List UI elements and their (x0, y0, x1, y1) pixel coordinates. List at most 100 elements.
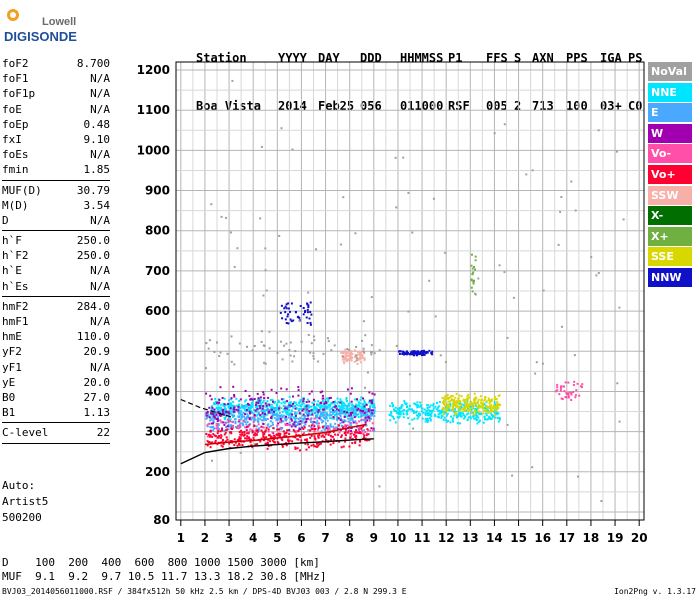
echo-point (273, 410, 275, 413)
echo-point (388, 413, 391, 416)
echo-point (391, 402, 394, 405)
echo-point (223, 411, 226, 414)
echo-point (246, 425, 249, 428)
echo-point (411, 408, 413, 411)
param-name: foEp (2, 117, 29, 131)
echo-point (223, 433, 226, 436)
echo-point (597, 129, 600, 132)
echo-point (303, 432, 306, 435)
echo-point (362, 413, 365, 416)
echo-point (307, 429, 310, 432)
echo-point (219, 414, 222, 417)
echo-point (254, 443, 257, 446)
echo-point (313, 408, 316, 411)
echo-point (257, 397, 260, 400)
y-tick-label: 700 (145, 264, 170, 278)
echo-point (478, 411, 481, 413)
echo-point (311, 413, 314, 416)
echo-point (214, 411, 217, 414)
echo-point (251, 416, 254, 419)
param-row: fmin 1.85 (2, 162, 110, 177)
echo-point (232, 415, 235, 418)
echo-point (325, 416, 328, 419)
echo-point (561, 398, 564, 400)
echo-point (474, 408, 477, 410)
echo-point (276, 407, 279, 410)
echo-point (370, 399, 373, 402)
echo-point (353, 414, 355, 417)
echo-point (397, 416, 400, 419)
echo-point (312, 357, 315, 360)
echo-point (267, 430, 270, 433)
echo-point (364, 413, 367, 416)
echo-point (418, 413, 421, 416)
echo-point (276, 425, 279, 428)
echo-point (371, 403, 373, 406)
echo-point (463, 401, 466, 404)
echo-point (355, 346, 358, 348)
echo-point (417, 350, 419, 353)
echo-point (415, 350, 418, 353)
echo-point (272, 414, 274, 417)
echo-point (463, 417, 466, 420)
echo-point (213, 427, 216, 430)
echo-point (313, 445, 316, 448)
echo-point (303, 417, 306, 420)
echo-point (284, 417, 286, 420)
dashed-guide-curve (180, 398, 235, 419)
echo-point (572, 384, 575, 386)
echo-point (221, 421, 224, 424)
echo-point (289, 318, 292, 321)
echo-point (347, 350, 350, 353)
echo-point (325, 427, 328, 430)
echo-point (456, 422, 459, 425)
echo-point (357, 427, 360, 430)
echo-point (464, 408, 467, 411)
echo-point (567, 396, 570, 399)
echo-point (229, 231, 232, 234)
param-value: N/A (90, 213, 110, 227)
echo-point (348, 353, 351, 355)
echo-point (235, 397, 238, 400)
echo-point (310, 342, 313, 345)
echo-point (218, 406, 220, 409)
echo-point (270, 416, 272, 419)
echo-point (347, 359, 350, 362)
echo-point (289, 416, 292, 419)
echo-point (207, 422, 210, 425)
param-row: yF2 20.9 (2, 344, 110, 359)
echo-point (217, 436, 220, 439)
echo-point (216, 426, 219, 429)
echo-point (365, 411, 368, 414)
echo-point (370, 409, 373, 412)
echo-point (231, 410, 233, 413)
echo-point (260, 341, 263, 343)
echo-point (348, 445, 351, 448)
echo-point (462, 409, 465, 412)
echo-point (240, 413, 243, 416)
echo-point (486, 411, 489, 414)
echo-point (398, 409, 401, 412)
logo-text-digisonde: DIGISONDE (4, 29, 77, 44)
echo-point (339, 415, 342, 418)
echo-point (451, 418, 454, 421)
echo-point (259, 407, 262, 409)
param-row: hmF2 284.0 (2, 299, 110, 314)
echo-point (306, 302, 309, 305)
echo-point (257, 401, 260, 404)
echo-point (366, 428, 369, 431)
echo-point (312, 398, 315, 401)
echo-point (487, 397, 490, 400)
echo-point (251, 446, 254, 449)
echo-point (342, 421, 345, 424)
echo-point (216, 443, 219, 446)
echo-point (443, 397, 446, 400)
echo-point (496, 401, 499, 403)
echo-point (345, 358, 348, 361)
echo-point (349, 424, 352, 427)
echo-point (359, 352, 362, 355)
param-value: N/A (90, 72, 110, 86)
legend-item-noval: NoVal (648, 62, 692, 81)
echo-point (353, 360, 356, 363)
echo-point (234, 441, 237, 444)
